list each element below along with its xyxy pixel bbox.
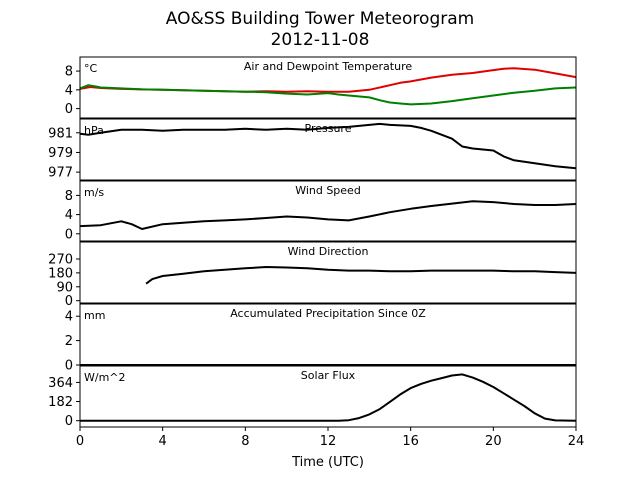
panel-4-ytick-label: 4	[65, 310, 73, 325]
panel-1: 977 979 981 Pressure hPa	[48, 118, 577, 181]
x-tick-label: 0	[76, 434, 84, 449]
panel-3-title: Wind Direction	[288, 245, 369, 258]
panel-1-ytick-label: 977	[48, 166, 73, 181]
x-tick-label: 12	[320, 434, 337, 449]
chart-title: AO&SS Building Tower Meteorogram	[166, 9, 474, 29]
panel-5: 0 182 364 Solar Flux W/m^2	[48, 365, 577, 429]
panel-0: 0 4 8 Air and Dewpoint Temperature °C	[65, 56, 577, 119]
x-tick-label: 8	[241, 434, 249, 449]
panel-2-series-0-line	[80, 200, 576, 230]
panel-2-ytick-label: 0	[65, 227, 73, 242]
panel-0-ytick-label: 4	[65, 83, 73, 98]
panel-5-unit: W/m^2	[84, 371, 126, 384]
panel-3-ytick-label: 180	[48, 266, 73, 281]
panel-4-ytick-label: 2	[65, 334, 73, 349]
x-tick-label: 24	[568, 434, 585, 449]
panel-1-ytick-label: 979	[48, 146, 73, 161]
panel-2-title: Wind Speed	[295, 184, 361, 197]
chart-subtitle: 2012-11-08	[271, 30, 370, 50]
x-tick-label: 16	[402, 434, 419, 449]
panel-0-ytick-label: 0	[65, 102, 73, 117]
panel-5-ytick-label: 0	[65, 414, 73, 429]
panel-4-unit: mm	[84, 309, 105, 322]
x-axis: 0 4 8 12 16 20 24	[76, 427, 584, 449]
panel-3-series-0-line	[145, 266, 576, 285]
panel-2-ytick-label: 4	[65, 208, 73, 223]
x-tick-label: 20	[485, 434, 502, 449]
panel-0-frame	[79, 56, 577, 119]
panel-3-ytick-label: 270	[48, 252, 73, 267]
x-axis-label: Time (UTC)	[291, 455, 364, 470]
panel-2-unit: m/s	[84, 186, 104, 199]
panel-5-ytick-label: 364	[48, 376, 73, 391]
panel-4: 0 2 4 Accumulated Precipitation Since 0Z mm	[65, 303, 577, 374]
panel-1-title: Pressure	[305, 122, 352, 135]
panel-3-ytick-label: 90	[56, 280, 73, 295]
panel-5-title: Solar Flux	[301, 369, 356, 382]
panel-1-ytick-label: 981	[48, 126, 73, 141]
panel-5-ytick-label: 182	[48, 395, 73, 410]
panel-0-ytick-label: 8	[65, 65, 73, 80]
panel-0-series-1-line	[80, 84, 576, 106]
panel-2-ytick-label: 8	[65, 189, 73, 204]
x-tick-label: 4	[159, 434, 167, 449]
panel-1-unit: hPa	[84, 124, 104, 137]
panel-2: 0 4 8 Wind Speed m/s	[65, 180, 577, 242]
panel-4-frame	[79, 303, 577, 366]
panel-5-series-0-line	[80, 373, 576, 422]
panel-0-title: Air and Dewpoint Temperature	[244, 60, 412, 73]
panel-1-frame	[79, 118, 577, 181]
panel-3-ytick-label: 0	[65, 294, 73, 309]
panel-2-frame	[79, 180, 577, 242]
panel-0-unit: °C	[84, 62, 98, 75]
panels: 048 Air and Dewpoint Temperature°C9779799…	[48, 56, 577, 429]
panel-4-title: Accumulated Precipitation Since 0Z	[230, 307, 426, 320]
panel-4-ytick-label: 0	[65, 359, 73, 374]
panel-1-series-0-line	[80, 122, 576, 170]
